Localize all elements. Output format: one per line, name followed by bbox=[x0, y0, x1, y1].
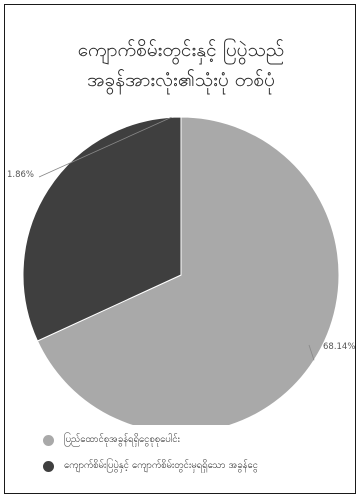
leader-line-union-tax bbox=[308, 344, 315, 361]
pie-chart: 68.14% 1.86% bbox=[7, 116, 355, 425]
legend-label-jade-tax: ကျောက်စိမ်းပြပွဲနှင့် ကျောက်စိမ်းတွင်းမှ… bbox=[64, 460, 258, 471]
legend-swatch-union-tax bbox=[43, 434, 54, 446]
legend-swatch-jade-tax bbox=[43, 460, 54, 472]
slice-label-union-tax: 68.14% bbox=[323, 342, 355, 352]
legend-label-union-tax: ပြည်ထောင်စုအခွန်ရရှိငွေစုစုပေါင်း bbox=[64, 434, 180, 445]
legend-item-jade-tax: ကျောက်စိမ်းပြပွဲနှင့် ကျောက်စိမ်းတွင်းမှ… bbox=[43, 459, 343, 473]
leader-line-jade-tax bbox=[38, 116, 172, 178]
chart-title: ကျောက်စိမ်းတွင်းနှင့် ပြပွဲသည် အခွန်အားလ… bbox=[5, 35, 357, 95]
legend: ပြည်ထောင်စုအခွန်ရရှိငွေစုစုပေါင်း ကျောက်… bbox=[43, 433, 343, 485]
chart-title-line-1: ကျောက်စိမ်းတွင်းနှင့် ပြပွဲသည် bbox=[77, 39, 285, 61]
slice-label-jade-tax: 1.86% bbox=[7, 170, 34, 180]
legend-item-union-tax: ပြည်ထောင်စုအခွန်ရရှိငွေစုစုပေါင်း bbox=[43, 433, 343, 447]
chart-title-line-2: အခွန်အားလုံး၏သုံးပုံ တစ်ပုံ bbox=[87, 69, 275, 91]
chart-frame: ကျောက်စိမ်းတွင်းနှင့် ပြပွဲသည် အခွန်အားလ… bbox=[4, 4, 356, 494]
pie-slice-jade-tax bbox=[22, 116, 182, 342]
